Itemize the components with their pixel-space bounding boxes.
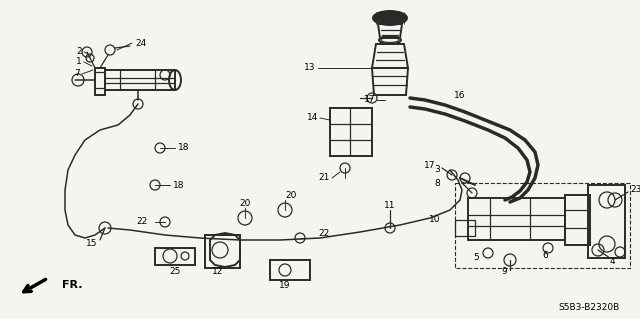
Text: 18: 18 [178, 144, 189, 152]
Text: 11: 11 [384, 201, 396, 210]
Text: 3: 3 [435, 166, 440, 174]
Text: FR.: FR. [62, 280, 83, 290]
Text: 17: 17 [364, 95, 375, 105]
Text: 2: 2 [76, 48, 82, 56]
Text: 20: 20 [239, 198, 251, 207]
Text: 20: 20 [285, 191, 296, 201]
Text: 15: 15 [86, 240, 98, 249]
Text: 8: 8 [435, 179, 440, 188]
Text: 19: 19 [279, 280, 291, 290]
Text: 14: 14 [307, 114, 318, 122]
Text: 16: 16 [454, 91, 466, 100]
Text: 18: 18 [173, 181, 184, 189]
Text: 10: 10 [429, 216, 440, 225]
Text: 9: 9 [501, 268, 507, 277]
Bar [330, 108, 372, 156]
Bar [455, 220, 475, 236]
Text: 22: 22 [137, 218, 148, 226]
Text: 7: 7 [74, 70, 80, 78]
Text: 4: 4 [610, 257, 616, 266]
Text: 17: 17 [424, 160, 435, 169]
Text: 24: 24 [135, 39, 147, 48]
Text: 5: 5 [473, 254, 479, 263]
Text: 12: 12 [212, 268, 224, 277]
Text: 13: 13 [303, 63, 315, 72]
Text: 25: 25 [170, 268, 180, 277]
Text: 6: 6 [542, 250, 548, 259]
Text: S5B3-B2320B: S5B3-B2320B [559, 303, 620, 313]
Text: 23: 23 [630, 186, 640, 195]
Text: 22: 22 [318, 229, 329, 239]
Ellipse shape [373, 11, 407, 25]
Text: 21: 21 [319, 174, 330, 182]
Text: 1: 1 [76, 57, 82, 66]
